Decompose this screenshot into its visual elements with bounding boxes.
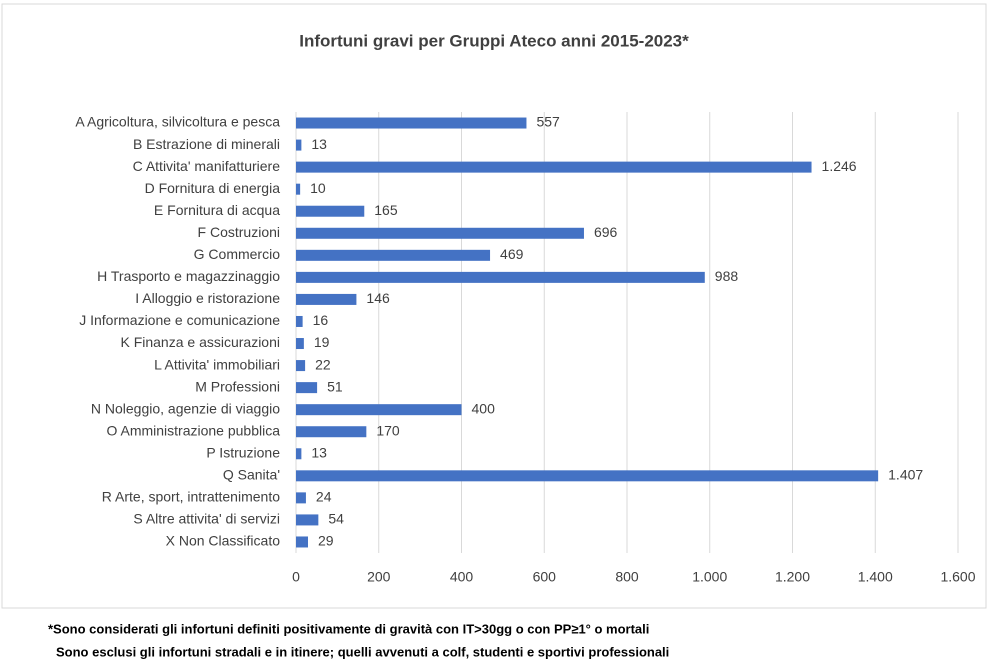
- chart-border: [1, 3, 987, 609]
- value-label: 1.246: [822, 158, 857, 174]
- y-tick-label: E Fornitura di acqua: [154, 202, 280, 218]
- y-tick-label: X Non Classificato: [166, 533, 281, 549]
- value-label: 10: [310, 180, 326, 196]
- y-tick-label: J Informazione e comunicazione: [79, 312, 280, 328]
- value-label: 19: [314, 334, 330, 350]
- y-tick-label: N Noleggio, agenzie di viaggio: [91, 400, 280, 416]
- bar: [296, 117, 527, 129]
- y-tick-label: H Trasporto e magazzinaggio: [97, 268, 280, 284]
- y-tick-label: B Estrazione di minerali: [133, 136, 280, 152]
- x-tick-label: 600: [533, 569, 557, 585]
- value-label: 16: [313, 312, 329, 328]
- x-tick-label: 1.400: [858, 569, 893, 585]
- y-tick-label: A Agricoltura, silvicoltura e pesca: [75, 114, 280, 130]
- y-tick-label: Q Sanita': [223, 467, 280, 483]
- footnote: Sono esclusi gli infortuni stradali e in…: [56, 644, 669, 659]
- bar: [296, 360, 306, 372]
- bar: [296, 470, 879, 482]
- value-label: 1.407: [888, 467, 923, 483]
- value-label: 13: [311, 444, 327, 460]
- value-label: 469: [500, 246, 524, 262]
- y-tick-label: S Altre attivita' di servizi: [133, 511, 280, 527]
- value-label: 146: [366, 290, 390, 306]
- value-label: 51: [327, 378, 343, 394]
- bar: [296, 514, 319, 526]
- value-label: 54: [328, 511, 344, 527]
- bar: [296, 404, 462, 416]
- y-tick-label: M Professioni: [195, 378, 280, 394]
- value-label: 170: [376, 422, 400, 438]
- y-tick-label: C Attivita' manifatturiere: [133, 158, 281, 174]
- bar: [296, 205, 365, 217]
- value-label: 29: [318, 533, 334, 549]
- x-tick-label: 1.600: [940, 569, 975, 585]
- bar: [296, 161, 812, 173]
- y-tick-label: G Commercio: [194, 246, 281, 262]
- x-tick-label: 0: [292, 569, 300, 585]
- bar: [296, 293, 357, 305]
- bar: [296, 426, 367, 438]
- value-label: 22: [315, 356, 331, 372]
- y-tick-label: O Amministrazione pubblica: [106, 422, 280, 438]
- x-tick-label: 400: [450, 569, 474, 585]
- bar: [296, 271, 705, 283]
- bar: [296, 338, 304, 350]
- value-label: 24: [316, 489, 332, 505]
- y-tick-label: I Alloggio e ristorazione: [135, 290, 280, 306]
- y-tick-label: F Costruzioni: [198, 224, 280, 240]
- footnote: *Sono considerati gli infortuni definiti…: [48, 621, 649, 636]
- y-tick-label: R Arte, sport, intrattenimento: [102, 489, 280, 505]
- x-tick-label: 200: [367, 569, 391, 585]
- y-tick-label: P Istruzione: [206, 444, 280, 460]
- value-label: 557: [536, 114, 560, 130]
- bar: [296, 183, 301, 195]
- x-tick-label: 1.200: [775, 569, 810, 585]
- bar: [296, 492, 306, 504]
- bar: [296, 448, 302, 460]
- bar: [296, 249, 491, 261]
- bar: [296, 139, 302, 151]
- bar: [296, 382, 318, 394]
- x-tick-label: 800: [615, 569, 639, 585]
- y-tick-label: L Attivita' immobiliari: [154, 356, 280, 372]
- bar: [296, 227, 584, 239]
- chart-title: Infortuni gravi per Gruppi Ateco anni 20…: [299, 31, 689, 50]
- bar: [296, 536, 308, 548]
- value-label: 165: [374, 202, 398, 218]
- x-tick-label: 1.000: [692, 569, 727, 585]
- y-tick-label: D Fornitura di energia: [145, 180, 281, 196]
- y-tick-label: K Finanza e assicurazioni: [120, 334, 280, 350]
- value-label: 696: [594, 224, 618, 240]
- value-label: 988: [715, 268, 739, 284]
- bar: [296, 315, 303, 327]
- value-label: 13: [311, 136, 327, 152]
- value-label: 400: [472, 400, 496, 416]
